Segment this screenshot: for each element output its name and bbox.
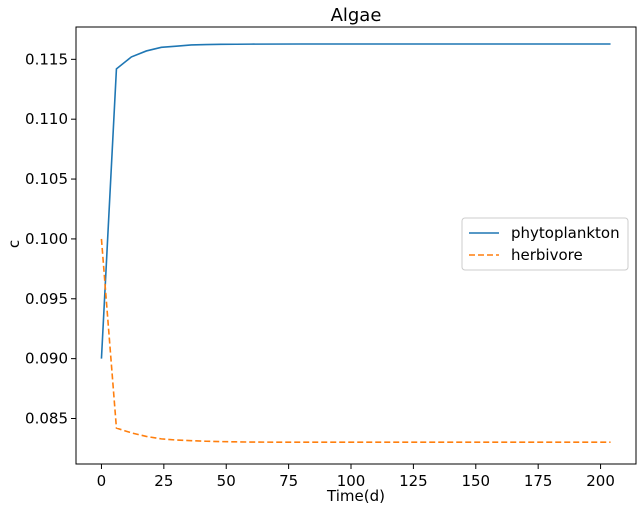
x-tick-label: 50 <box>217 472 236 490</box>
x-tick-label: 100 <box>337 472 366 490</box>
y-tick-label: 0.105 <box>25 170 68 188</box>
x-tick-label: 125 <box>399 472 428 490</box>
y-tick-label: 0.085 <box>25 410 68 428</box>
y-tick-label: 0.090 <box>25 350 68 368</box>
x-tick-label: 75 <box>279 472 298 490</box>
x-tick-label: 150 <box>461 472 490 490</box>
series-layer <box>100 43 611 444</box>
legend-label-phytoplankton: phytoplankton <box>511 224 620 242</box>
x-tick-label: 25 <box>154 472 173 490</box>
y-tick-label: 0.110 <box>25 110 68 128</box>
y-axis-label: c <box>5 240 23 248</box>
plot-area-frame <box>75 26 637 465</box>
x-tick-label: 200 <box>586 472 615 490</box>
y-tick-label: 0.115 <box>25 50 68 68</box>
x-tick-label: 0 <box>97 472 107 490</box>
chart-title: Algae <box>331 5 382 26</box>
x-axis: 0 25 50 75 100 125 150 175 200 <box>97 464 615 490</box>
y-tick-label: 0.095 <box>25 290 68 308</box>
y-axis: 0.085 0.090 0.095 0.100 0.105 0.110 0.115 <box>25 50 76 428</box>
series-line-herbivore <box>100 238 611 444</box>
x-axis-label: Time(d) <box>326 487 385 505</box>
legend-label-herbivore: herbivore <box>511 246 583 264</box>
legend-box <box>461 217 629 271</box>
x-tick-label: 175 <box>524 472 553 490</box>
y-tick-label: 0.100 <box>25 230 68 248</box>
series-line-phytoplankton <box>100 43 611 359</box>
legend: phytoplankton herbivore <box>461 217 629 271</box>
